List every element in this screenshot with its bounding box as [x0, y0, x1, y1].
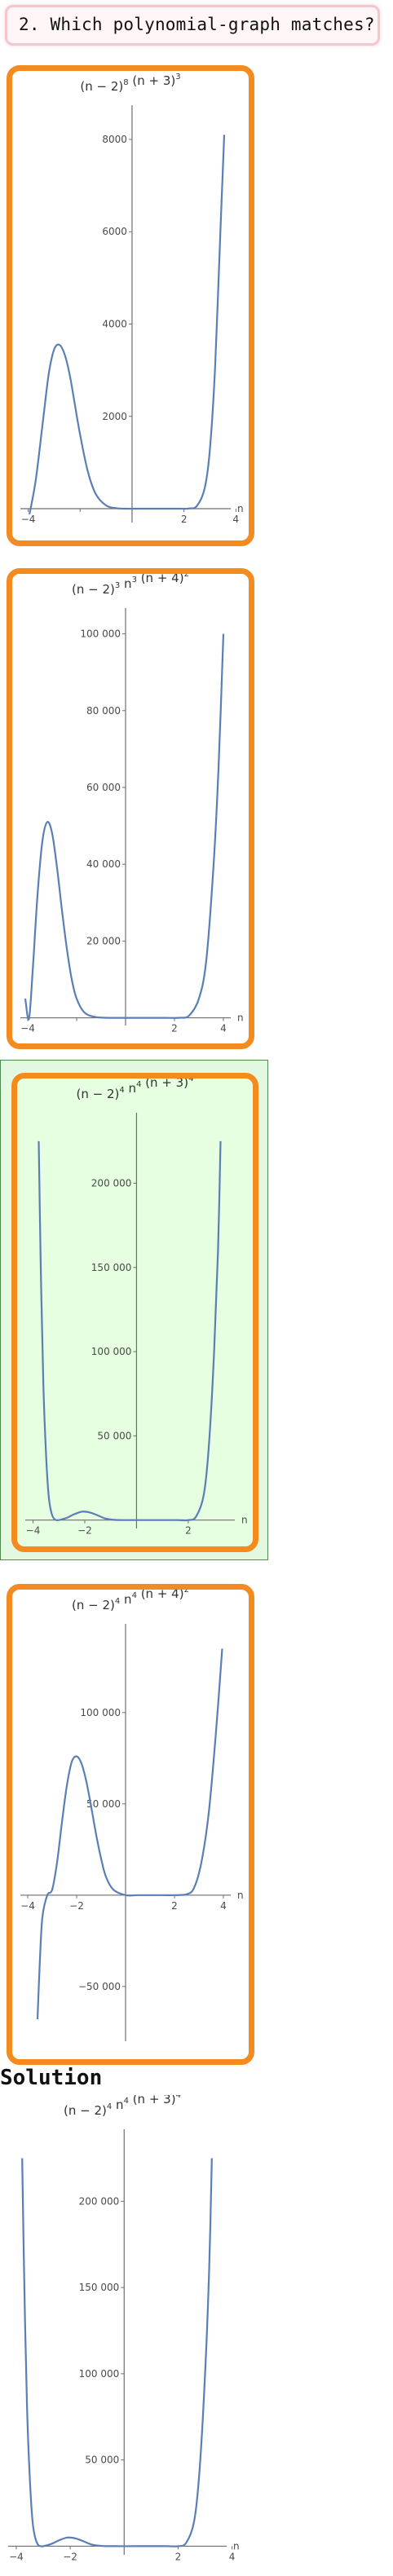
solution-heading: Solution — [0, 2066, 103, 2090]
answer-option-1[interactable]: (n − 2)8 (n + 3)3 n −4 2 4 2000 4000 6000 8000 — [7, 65, 254, 546]
y-tick-label: 2000 — [102, 411, 127, 422]
title-exponent: 4 — [124, 2097, 129, 2106]
y-tick-label: 50 000 — [97, 1430, 131, 1441]
x-tick-label: −4 — [26, 1525, 41, 1537]
x-tick-label: −2 — [77, 1525, 92, 1537]
x-tick-label: 4 — [220, 1023, 227, 1034]
x-tick-label: −2 — [63, 2551, 77, 2562]
x-tick-label: 2 — [171, 1023, 178, 1034]
x-axis-label: n — [241, 1515, 248, 1526]
y-tick-label: 6000 — [102, 226, 127, 237]
title-exponent: 8 — [123, 78, 128, 87]
title-term: (n + 3) — [129, 73, 176, 88]
title-term: n — [125, 1081, 136, 1096]
title-term: (n − 2) — [80, 79, 123, 94]
title-term: (n + 3) — [129, 2095, 176, 2106]
y-tick-label: 8000 — [102, 134, 127, 145]
x-tick-label: −4 — [20, 1900, 35, 1912]
x-axis-label: n — [233, 2540, 240, 2552]
answer-option-4[interactable]: (n − 2)4 n4 (n + 4)2 n −4 −2 2 4 −50 000 50 000… — [7, 1584, 254, 2065]
question-prompt: 2. Which polynomial-graph matches? — [5, 5, 380, 46]
title-term: n — [112, 2097, 123, 2112]
y-tick-label: 100 000 — [79, 2368, 120, 2380]
polynomial-curve — [29, 135, 226, 515]
chart-option-1: (n − 2)8 (n + 3)3 n −4 2 4 2000 4000 6000 8000 — [20, 73, 244, 525]
x-tick-label: −2 — [69, 1900, 84, 1912]
y-tick-label: 50 000 — [85, 2455, 119, 2466]
title-exponent: 4 — [136, 1080, 141, 1089]
title-exponent: 4 — [188, 1078, 193, 1083]
y-tick-label: 60 000 — [86, 782, 121, 793]
title-term: (n + 4) — [137, 1590, 184, 1601]
title-exponent: 4 — [115, 1597, 120, 1606]
title-term: (n − 2) — [77, 1087, 120, 1101]
polynomial-curve — [21, 2158, 213, 2547]
x-tick-label: −4 — [9, 2551, 24, 2562]
y-tick-label: 200 000 — [91, 1178, 132, 1189]
y-tick-label: 100 000 — [80, 1707, 121, 1718]
x-tick-label: 4 — [229, 2551, 236, 2562]
y-tick-label: 4000 — [102, 318, 127, 329]
title-term: (n − 2) — [72, 1598, 115, 1612]
title-exponent: 4 — [176, 2095, 181, 2100]
y-tick-label: 150 000 — [91, 1262, 132, 1273]
x-tick-label: 2 — [171, 1900, 178, 1912]
x-axis-label: n — [237, 1012, 244, 1024]
title-exponent: 3 — [132, 576, 137, 584]
x-tick-label: 2 — [181, 514, 188, 525]
chart-title: (n − 2)3 n3 (n + 4)2 — [72, 574, 189, 597]
title-term: (n + 4) — [137, 574, 184, 585]
y-tick-label: 200 000 — [79, 2195, 120, 2207]
y-tick-label: 50 000 — [86, 1798, 121, 1810]
x-tick-label: 2 — [175, 2551, 182, 2562]
y-tick-label: 80 000 — [86, 705, 121, 717]
y-tick-label: 100 000 — [80, 629, 121, 640]
x-axis-label: n — [237, 1890, 244, 1901]
title-term: (n − 2) — [72, 582, 115, 597]
chart-title: (n − 2)4 n4 (n + 3)4 — [77, 1078, 194, 1101]
chart-title: (n − 2)4 n4 (n + 4)2 — [72, 1590, 189, 1612]
title-term: (n − 2) — [64, 2103, 107, 2118]
y-tick-label: 150 000 — [79, 2282, 120, 2293]
title-exponent: 2 — [184, 1590, 189, 1595]
title-exponent: 4 — [132, 1591, 137, 1600]
title-term: n — [120, 1592, 131, 1607]
title-exponent: 2 — [184, 574, 189, 579]
x-tick-label: 2 — [185, 1525, 192, 1537]
x-tick-label: −4 — [20, 1023, 35, 1034]
x-axis-label: n — [237, 503, 244, 514]
answer-option-3[interactable]: (n − 2)4 n4 (n + 3)4 n −4 −2 2 50 000 100 000 1… — [11, 1073, 258, 1552]
title-exponent: 3 — [115, 581, 120, 590]
y-tick-label: 40 000 — [86, 858, 121, 870]
y-tick-label: 20 000 — [86, 935, 121, 946]
polynomial-curve — [38, 1140, 222, 1522]
x-tick-label: −4 — [21, 514, 36, 525]
polynomial-curve — [24, 633, 225, 1021]
answer-option-2[interactable]: (n − 2)3 n3 (n + 4)2 n −4 2 4 20 000 40 000 60 … — [7, 568, 254, 1049]
title-exponent: 4 — [119, 1086, 124, 1095]
chart-title: (n − 2)4 n4 (n + 3)4 — [64, 2095, 181, 2118]
title-exponent: 4 — [107, 2102, 112, 2111]
title-exponent: 3 — [175, 73, 180, 82]
title-term: n — [120, 576, 131, 591]
solution-chart-container: (n − 2)4 n4 (n + 3)4 n −4 −2 2 4 50 000 100 000… — [0, 2091, 245, 2573]
title-term: (n + 3) — [141, 1078, 188, 1090]
polynomial-curve — [36, 1648, 223, 2020]
y-tick-label: −50 000 — [78, 1981, 121, 1992]
x-tick-label: 4 — [233, 514, 240, 525]
chart-title: (n − 2)8 (n + 3)3 — [80, 73, 180, 94]
y-tick-label: 100 000 — [91, 1346, 132, 1357]
x-tick-label: 4 — [220, 1900, 227, 1912]
